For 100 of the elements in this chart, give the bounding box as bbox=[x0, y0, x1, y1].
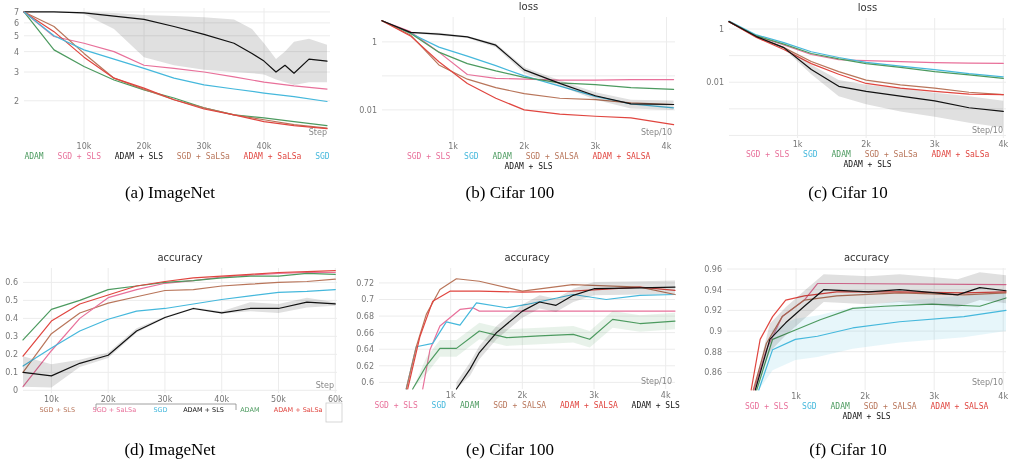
text: SGD + SaLSa bbox=[176, 152, 230, 161]
text: (a) ImageNet bbox=[124, 183, 216, 202]
x-axis-title: Step bbox=[308, 128, 327, 137]
text: ADAM + SLS bbox=[114, 152, 164, 161]
x-axis-title: Step/10 bbox=[640, 128, 672, 137]
y-tick-label: 0.62 bbox=[356, 361, 374, 371]
text: ADAM + SLS bbox=[842, 412, 891, 421]
y-tick-label: 0.66 bbox=[356, 328, 374, 338]
text: ADAM + SALSA bbox=[930, 402, 989, 411]
line-series bbox=[728, 21, 1004, 112]
y-tick-label: 0.01 bbox=[359, 105, 377, 115]
y-tick-label: 0.6 bbox=[361, 378, 374, 388]
x-tick-label: 20k bbox=[100, 395, 116, 404]
text: SGD + SALSA bbox=[863, 402, 917, 411]
y-tick-label: 0.72 bbox=[356, 278, 374, 288]
y-tick-label: 6 bbox=[13, 18, 19, 28]
y-tick-label: 0.68 bbox=[356, 312, 374, 322]
text: ADAM + SLS bbox=[631, 401, 680, 410]
y-tick-label: 5 bbox=[13, 31, 19, 41]
x-tick-label: 50k bbox=[271, 395, 287, 404]
y-tick-label: 7 bbox=[13, 7, 19, 17]
text: ADAM + SALSA bbox=[560, 401, 618, 410]
x-tick-label: 40k bbox=[214, 395, 230, 404]
x-tick-label: 2k bbox=[860, 392, 871, 401]
line-series bbox=[22, 301, 336, 377]
x-axis-title: Step/10 bbox=[971, 126, 1003, 135]
x-axis-title: Step/10 bbox=[971, 378, 1003, 387]
y-tick-label: 0.1 bbox=[5, 368, 18, 378]
y-tick-label: 0.3 bbox=[5, 332, 18, 342]
x-tick-label: 30k bbox=[196, 142, 212, 151]
x-tick-label: 20k bbox=[136, 142, 152, 151]
chart-title: accuracy bbox=[843, 252, 890, 263]
x-tick-label: 2k bbox=[519, 142, 530, 151]
x-tick-label: 2k bbox=[861, 140, 872, 149]
text: SGD bbox=[803, 150, 818, 159]
text: ADAM + SLS bbox=[843, 160, 892, 169]
y-tick-label: 4 bbox=[13, 47, 19, 57]
text: ADAM bbox=[830, 402, 850, 411]
text: ADAM bbox=[831, 150, 851, 159]
y-tick-label: 1 bbox=[718, 25, 724, 35]
x-tick-label: 2k bbox=[517, 391, 528, 400]
line-series bbox=[22, 278, 336, 373]
y-tick-label: 0.01 bbox=[706, 78, 724, 88]
line-series bbox=[22, 271, 336, 388]
x-tick-label: 4k bbox=[661, 142, 672, 151]
y-tick-label: 1 bbox=[371, 37, 377, 47]
text: SGD + SALSA bbox=[493, 401, 547, 410]
text: SGD + SLS bbox=[406, 152, 451, 161]
x-tick-label: 10k bbox=[76, 142, 92, 151]
y-tick-label: 0.92 bbox=[704, 306, 722, 316]
text: ADAM bbox=[460, 401, 480, 410]
series-label: SGD + SLS bbox=[374, 401, 418, 410]
text: (b) Cifar 100 bbox=[465, 183, 555, 202]
text: SGD + SLS bbox=[57, 152, 102, 161]
y-tick-label: 0 bbox=[12, 386, 18, 396]
x-tick-label: 10k bbox=[43, 395, 60, 404]
y-tick-label: 0.7 bbox=[361, 295, 374, 305]
text: (c) Cifar 10 bbox=[808, 183, 888, 202]
text: ADAM + SaLSa bbox=[931, 150, 990, 159]
x-tick-label: 3k bbox=[929, 392, 940, 401]
x-tick-label: 1k bbox=[448, 142, 459, 151]
text: SGD bbox=[802, 402, 817, 411]
x-tick-label: 1k bbox=[445, 391, 456, 400]
y-tick-label: 0.94 bbox=[704, 285, 722, 295]
x-tick-label: 40k bbox=[256, 142, 272, 151]
x-tick-label: 60k bbox=[327, 395, 344, 404]
line-series bbox=[22, 270, 336, 357]
y-tick-label: 0.2 bbox=[5, 350, 18, 360]
y-tick-label: 0.4 bbox=[5, 314, 18, 324]
y-tick-label: 0.6 bbox=[5, 278, 18, 288]
chart-title: loss bbox=[518, 1, 539, 12]
text: ADAM + SALSA bbox=[592, 152, 651, 161]
text: ADAM + SaLSa bbox=[243, 152, 302, 161]
y-tick-label: 0.96 bbox=[704, 265, 722, 275]
line-series bbox=[381, 20, 675, 126]
x-tick-label: 4k bbox=[998, 392, 1009, 401]
y-tick-label: 0.64 bbox=[356, 345, 374, 355]
text: ADAM bbox=[24, 152, 44, 161]
text: ADAM bbox=[492, 152, 512, 161]
x-tick-label: 3k bbox=[590, 142, 601, 151]
text: (d) ImageNet bbox=[124, 440, 216, 459]
x-tick-label: 4k bbox=[998, 140, 1009, 149]
y-tick-label: 2 bbox=[13, 96, 19, 106]
text: SGD + SALSA bbox=[525, 152, 579, 161]
y-tick-label: 0.5 bbox=[5, 296, 18, 306]
chart-title: accuracy bbox=[504, 252, 550, 263]
chart-title: loss bbox=[857, 2, 878, 13]
text: SGD bbox=[431, 401, 447, 410]
x-tick-label: 3k bbox=[929, 140, 940, 149]
text: SGD + SLS bbox=[745, 150, 790, 159]
x-tick-label: 30k bbox=[157, 395, 173, 404]
text: SGD bbox=[464, 152, 479, 161]
x-tick-label: 4k bbox=[660, 391, 671, 400]
series-label: SGD + SLS bbox=[744, 402, 789, 411]
line-series bbox=[23, 11, 328, 74]
line-series bbox=[22, 288, 336, 367]
y-tick-label: 0.9 bbox=[709, 327, 722, 337]
y-tick-label: 0.88 bbox=[704, 347, 722, 357]
line-series bbox=[22, 272, 336, 341]
y-tick-label: 3 bbox=[13, 68, 19, 78]
